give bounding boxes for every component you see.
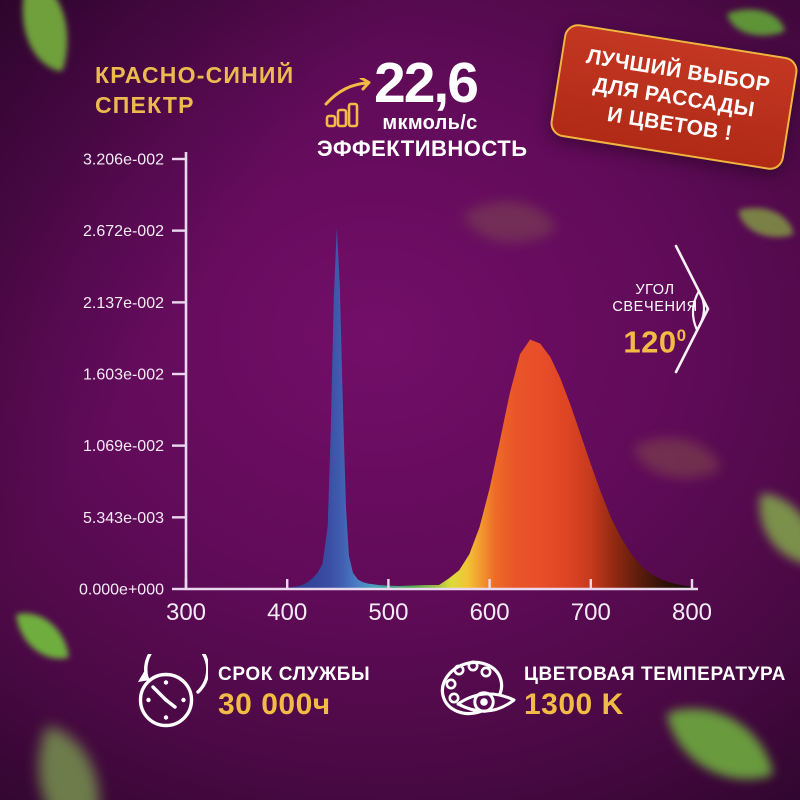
color-temp-block: ЦВЕТОВАЯ ТЕМПЕРАТУРА 1300 K: [524, 664, 786, 721]
beam-angle-icon: [674, 244, 710, 374]
clock-lifetime-icon: [138, 654, 208, 728]
x-tick-label: 800: [672, 599, 712, 626]
y-tick-label: 2.137e-002: [83, 295, 164, 312]
beam-angle-value: 1200: [623, 324, 687, 360]
lifetime-label: СРОК СЛУЖБЫ: [218, 664, 371, 685]
lifetime-value: 30 000ч: [218, 688, 331, 721]
beam-angle-block: УГОЛ СВЕЧЕНИЯ 1200: [592, 282, 718, 359]
growth-chart-icon: [324, 78, 371, 128]
color-temp-label: ЦВЕТОВАЯ ТЕМПЕРАТУРА: [524, 664, 786, 685]
spectrum-curve: [267, 228, 692, 589]
y-tick-label: 5.343e-003: [83, 510, 164, 527]
chart-axes: 0.000e+000 5.343e-003 1.069e-002 1.603e-002…: [79, 152, 712, 627]
y-tick-label: 1.603e-002: [83, 367, 164, 384]
x-tick-label: 700: [571, 599, 611, 626]
beam-angle-label-1: УГОЛ: [635, 282, 675, 298]
y-tick-label: 2.672e-002: [83, 223, 164, 240]
y-tick-label: 3.206e-002: [83, 152, 164, 169]
lifetime-block: СРОК СЛУЖБЫ 30 000ч: [218, 664, 370, 721]
title-line-2: СПЕКТР: [95, 92, 195, 118]
title-line-1: КРАСНО-СИНИЙ: [95, 62, 295, 88]
beam-angle-label-2: СВЕЧЕНИЯ: [612, 299, 698, 315]
palette-eye-icon: [440, 660, 516, 716]
x-tick-label: 500: [368, 599, 408, 626]
page-title: КРАСНО-СИНИЙ СПЕКТР: [95, 60, 294, 120]
efficiency-label: ЭФФЕКТИВНОСТЬ: [317, 136, 528, 161]
x-tick-label: 300: [166, 599, 206, 626]
y-tick-label: 0.000e+000: [79, 582, 164, 599]
efficiency-unit: мкмоль/с: [382, 112, 478, 134]
y-tick-label: 1.069e-002: [83, 438, 164, 455]
color-temp-value: 1300 K: [524, 688, 624, 721]
x-tick-label: 400: [267, 599, 307, 626]
efficiency-value: 22,6: [374, 51, 479, 115]
x-tick-label: 600: [470, 599, 510, 626]
